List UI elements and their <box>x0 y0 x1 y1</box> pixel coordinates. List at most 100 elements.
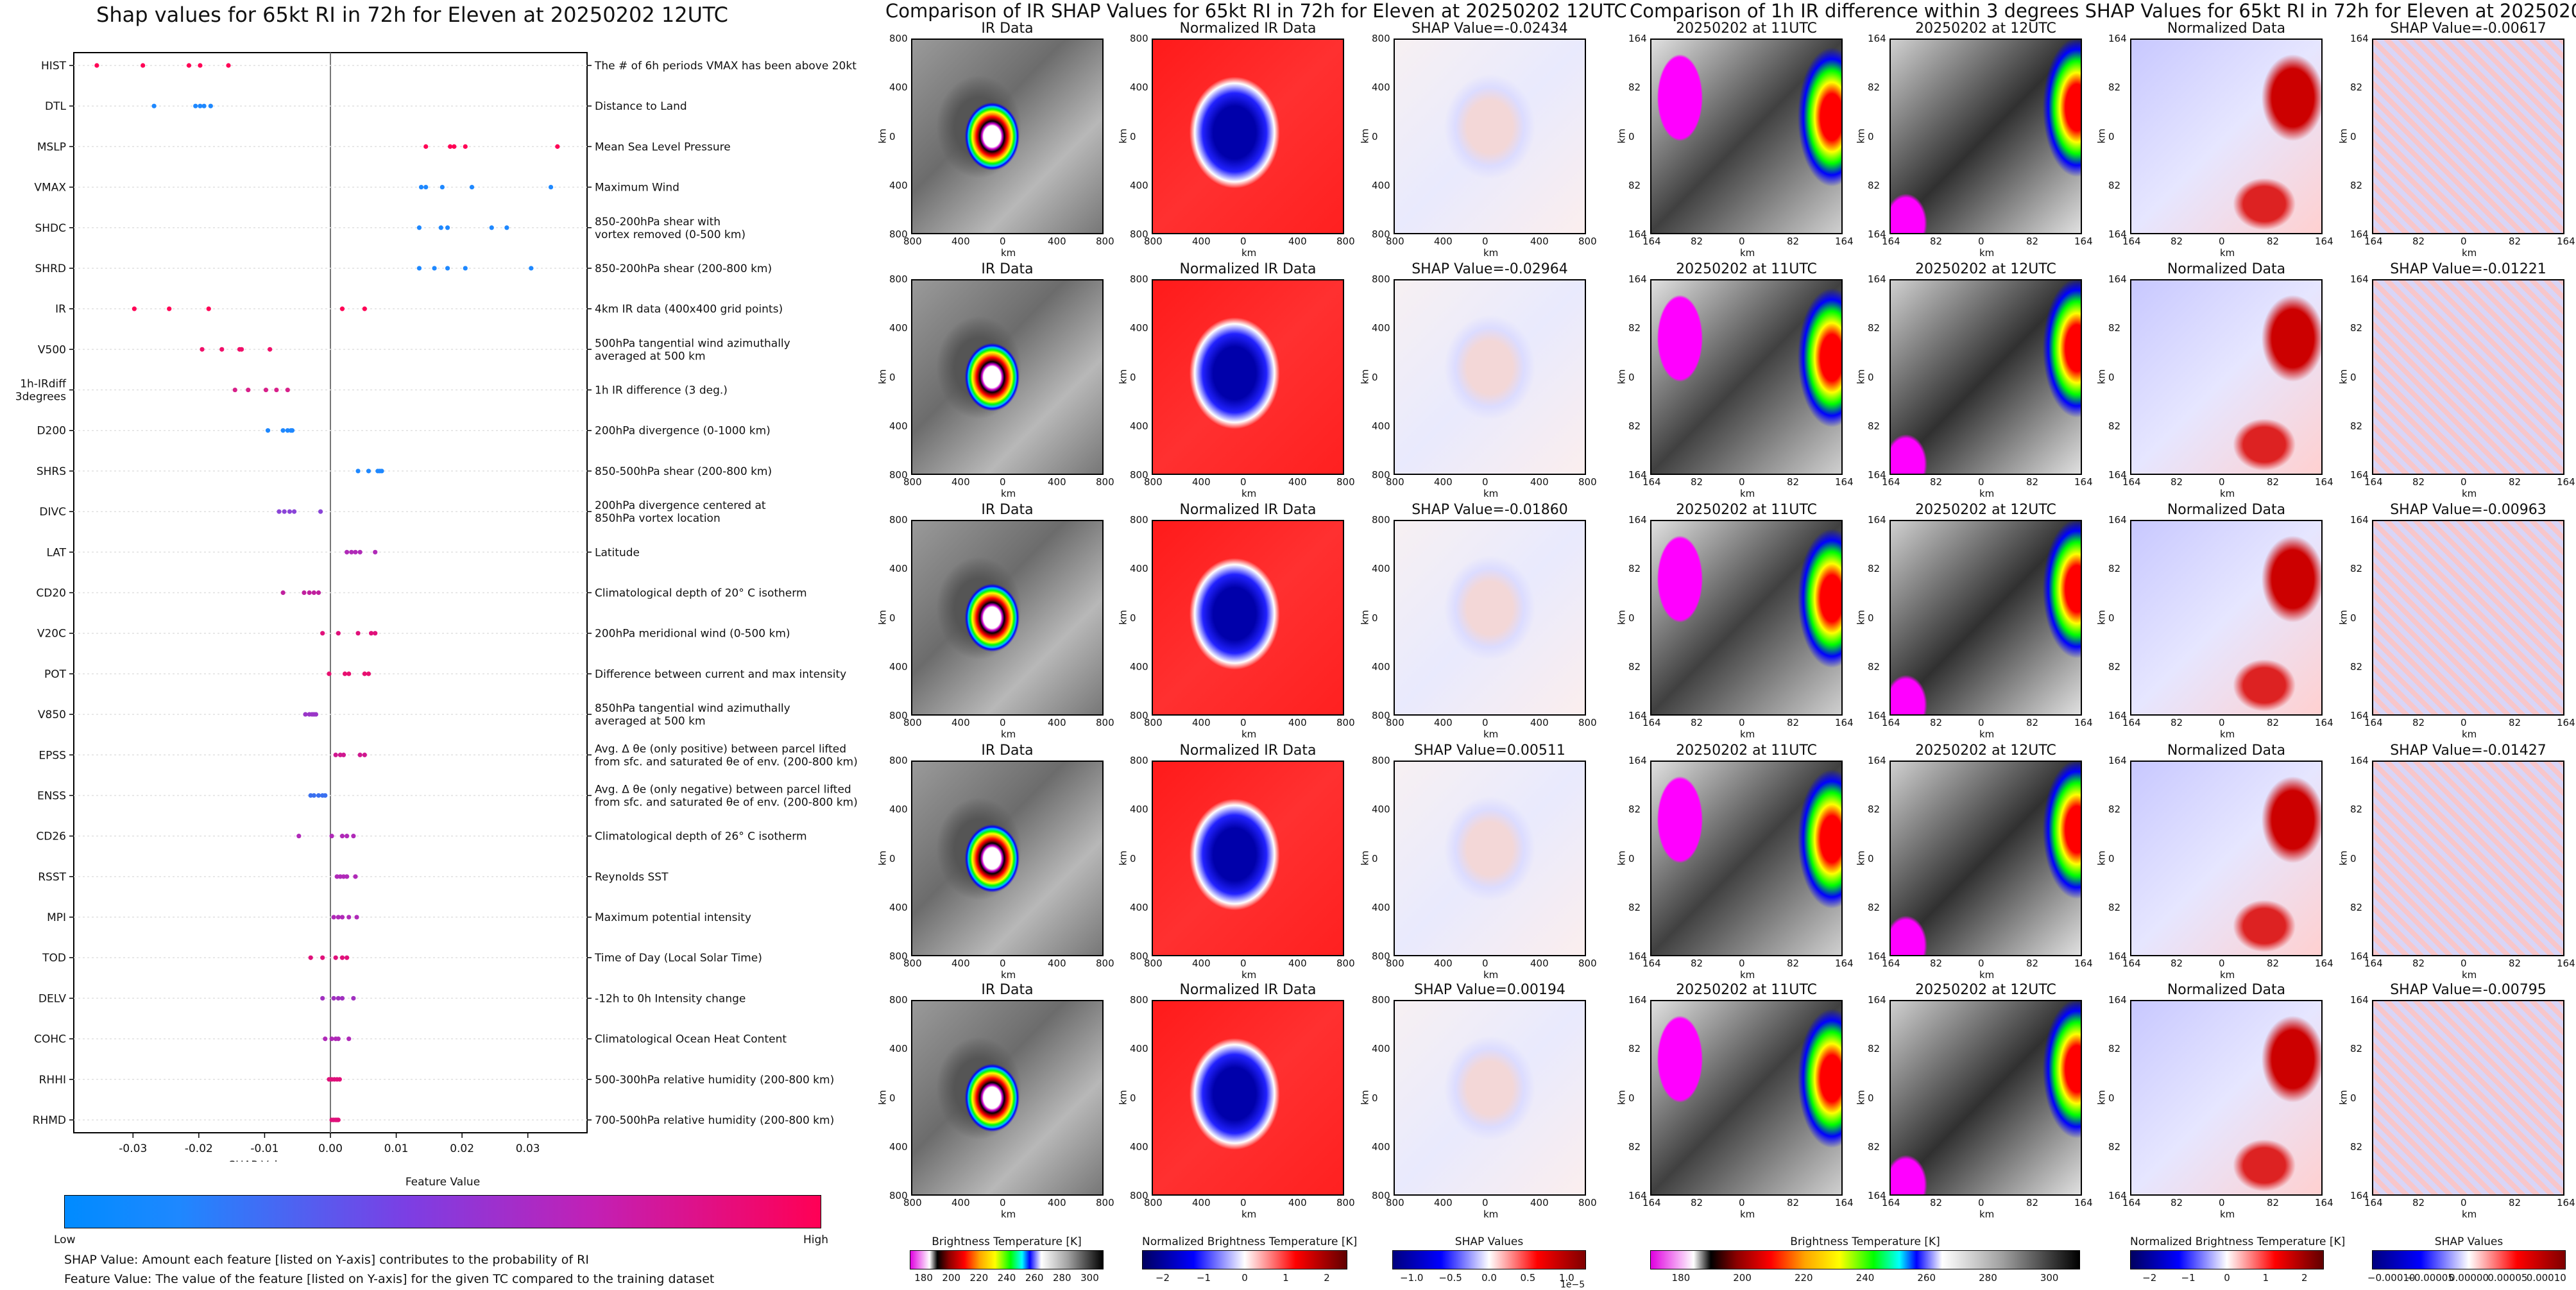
colorbar-tick-label: 180 <box>914 1272 933 1284</box>
left-chart-title: Shap values for 65kt RI in 72h for Eleve… <box>96 3 729 27</box>
shap-point <box>141 63 146 68</box>
colorbar-tick-label: 0 <box>1241 1272 1248 1284</box>
ytick-label: 164 <box>2108 469 2127 481</box>
shap-point <box>362 671 367 676</box>
xtick-label: 800 <box>1578 1197 1597 1208</box>
xtick-label: 164 <box>1835 717 1854 728</box>
colorbar-tick-label: −0.00010 <box>2367 1272 2416 1284</box>
xtick-label: 800 <box>1096 1197 1114 1208</box>
ytick-label: 164 <box>1628 273 1647 285</box>
shap-point <box>357 752 363 757</box>
xtick-label: 164 <box>1835 1197 1854 1208</box>
normalized-ir-panel <box>1152 1000 1344 1196</box>
feature-description-label: Reynolds SST <box>595 871 669 884</box>
shap-point <box>432 266 437 271</box>
xtick-label: 164 <box>1835 236 1854 247</box>
xtick-label: 0 <box>1000 958 1006 969</box>
ytick-label: 400 <box>889 179 908 191</box>
ytick-label: 800 <box>889 33 908 44</box>
colorbar-tick-label: 280 <box>1052 1272 1071 1284</box>
colorbar-tick-label: 0 <box>2224 1272 2230 1284</box>
xtick-label: 0.01 <box>384 1142 409 1155</box>
colorbar-tick-label: 2 <box>1324 1272 1330 1284</box>
shap-point <box>351 834 356 839</box>
irdiff-shap-panel <box>2372 279 2564 475</box>
ytick-label: 400 <box>1130 660 1148 673</box>
shap-point <box>313 712 319 717</box>
ytick-label: 0 <box>2350 130 2357 142</box>
feature-description-label: averaged at 500 km <box>595 715 706 728</box>
irdiff-shap-panel <box>2372 761 2564 956</box>
shap-point <box>246 387 251 393</box>
xtick-label: 164 <box>1835 476 1854 488</box>
shap-point <box>445 225 450 230</box>
ytick-label: 164 <box>1628 1190 1647 1201</box>
feature-description-label: Time of Day (Local Solar Time) <box>594 952 762 965</box>
feature-name-label: DELV <box>38 992 66 1005</box>
shap-point <box>355 631 361 636</box>
ytick-label: 164 <box>2350 755 2369 766</box>
xtick-label: 0 <box>1978 236 1984 247</box>
shap-point <box>198 63 203 68</box>
feature-name-label: TOD <box>42 952 66 965</box>
shap-point <box>285 428 290 433</box>
x-axis-label: SHAP Value <box>228 1159 291 1162</box>
ytick-label: 0 <box>1130 612 1136 624</box>
x-axis-label: km <box>1001 1208 1016 1220</box>
xtick-label: 800 <box>1144 717 1163 728</box>
normalized-ir-colorbar <box>1142 1250 1347 1269</box>
xtick-label: 400 <box>951 958 970 969</box>
shap-point <box>357 549 363 555</box>
xtick-label: 82 <box>1787 717 1800 728</box>
y-axis-label: km <box>1359 368 1371 384</box>
shap-point <box>469 184 475 190</box>
shap-point <box>379 469 384 474</box>
shap-point <box>342 671 348 676</box>
xtick-label: 164 <box>2557 717 2575 728</box>
ytick-label: 400 <box>1372 179 1390 191</box>
xtick-label: 164 <box>2557 236 2575 247</box>
xtick-label: 164 <box>2122 1197 2141 1208</box>
ytick-label: 82 <box>1868 901 1881 913</box>
ytick-label: 400 <box>889 901 908 913</box>
ytick-label: 164 <box>1868 33 1886 44</box>
ytick-label: 164 <box>1628 33 1647 44</box>
ytick-label: 800 <box>1130 33 1148 44</box>
normalized-diff-title: Normalized Data <box>2167 502 2286 518</box>
ytick-label: 800 <box>889 755 908 766</box>
xtick-label: 0 <box>1739 1197 1745 1208</box>
xtick-label: 0 <box>1739 958 1745 969</box>
colorbar-tick-label: 240 <box>1855 1272 1875 1284</box>
xtick-label: 800 <box>1578 958 1597 969</box>
xtick-label: 400 <box>1288 717 1307 728</box>
colorbar-tick-label: 260 <box>1917 1272 1936 1284</box>
shap-point <box>323 793 328 798</box>
colorbar-title: SHAP Values <box>1454 1235 1524 1248</box>
y-axis-label: km <box>1855 368 1867 384</box>
ytick-label: 0 <box>2350 1092 2357 1104</box>
xtick-label: 0.03 <box>516 1142 540 1155</box>
shap-point <box>333 752 338 757</box>
x-axis-label: km <box>2462 247 2477 259</box>
xtick-label: 400 <box>1434 717 1453 728</box>
ytick-label: 164 <box>2350 950 2369 962</box>
ytick-label: 82 <box>1628 322 1641 334</box>
feature-name-label: V850 <box>38 709 66 721</box>
shap-point <box>439 184 445 190</box>
xtick-label: 800 <box>903 1197 922 1208</box>
shap-point <box>336 995 341 1001</box>
xtick-label: 800 <box>903 958 922 969</box>
ytick-label: 400 <box>1372 660 1390 673</box>
xtick-label: 164 <box>2074 717 2093 728</box>
ytick-label: 400 <box>1130 420 1148 432</box>
x-axis-label: km <box>1740 728 1755 740</box>
feature-name-label: IR <box>55 303 66 316</box>
colorbar-title: Normalized Brightness Temperature [K] <box>2130 1235 2346 1248</box>
ytick-label: 400 <box>889 804 908 816</box>
xtick-label: 0 <box>1739 717 1745 728</box>
y-axis-label: km <box>1616 850 1628 866</box>
ytick-label: 164 <box>1868 273 1886 285</box>
xtick-label: 800 <box>903 476 922 488</box>
feature-name-label: COHC <box>34 1033 66 1046</box>
xtick-label: 164 <box>2557 958 2575 969</box>
